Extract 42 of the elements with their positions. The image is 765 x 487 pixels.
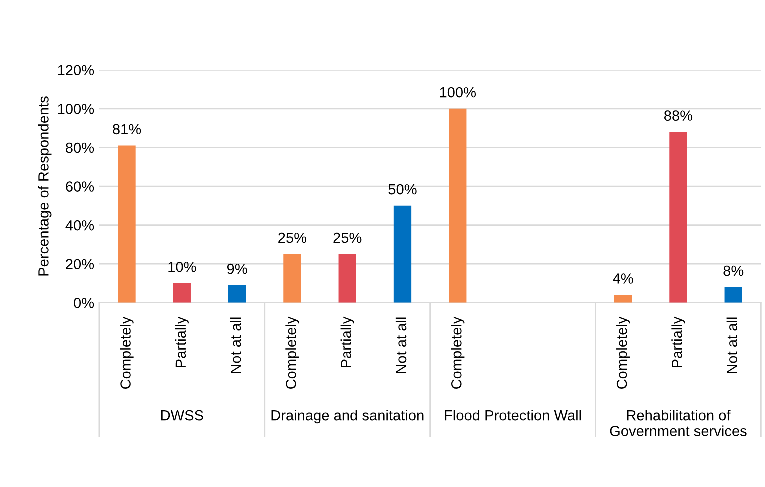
bar [670, 132, 688, 303]
y-tick-label: 100% [58, 104, 94, 114]
data-label: 25% [334, 232, 362, 244]
x-tick-label: Completely [451, 316, 465, 390]
x-tick-label: Partially [340, 316, 354, 368]
data-label: 10% [168, 262, 196, 272]
data-label: 50% [388, 184, 417, 195]
y-tick-label: 60% [66, 182, 94, 192]
bar [284, 254, 302, 303]
y-tick-label: 80% [66, 142, 94, 154]
bar [338, 254, 356, 303]
text: Rehabilitation of Government services [610, 410, 747, 436]
data-label: 9% [227, 264, 248, 274]
x-tick-label: Not at all [230, 318, 242, 374]
x-tick-label: Partially [672, 316, 686, 368]
text: DWSS [161, 410, 204, 421]
y-tick-label: 120% [58, 65, 94, 76]
bar [118, 146, 136, 303]
x-tick-label: Completely [120, 316, 134, 390]
text: Drainage and sanitation [272, 410, 424, 424]
y-axis-title: Percentage of Respondents [38, 96, 52, 276]
bar [228, 285, 246, 303]
bar [724, 287, 742, 303]
bar [173, 284, 191, 303]
data-label: 25% [278, 232, 307, 244]
data-label: 100% [440, 87, 476, 98]
x-tick-label: Completely [286, 316, 300, 390]
y-tick-label: 20% [66, 259, 94, 270]
text: Flood Protection Wall [445, 410, 582, 421]
data-label: 81% [113, 124, 142, 135]
y-tick-label: 40% [66, 220, 94, 231]
bar [449, 108, 467, 303]
bar [614, 295, 632, 303]
data-label: 88% [664, 110, 693, 121]
data-label: 4% [613, 274, 634, 284]
y-tick-label: 0% [74, 298, 94, 308]
bar [394, 206, 412, 303]
x-tick-label: Not at all [726, 318, 738, 374]
data-label: 8% [724, 266, 744, 276]
x-tick-label: Completely [616, 316, 630, 390]
x-tick-label: Not at all [396, 318, 407, 374]
x-tick-label: Partially [175, 316, 189, 368]
